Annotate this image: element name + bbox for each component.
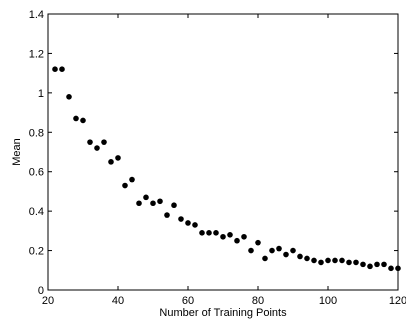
y-tick-label: 0.6: [29, 167, 44, 179]
data-point: [164, 212, 170, 218]
x-tick-label: 40: [112, 295, 124, 307]
data-point: [269, 247, 275, 254]
data-point: [66, 94, 72, 100]
data-point: [178, 216, 184, 222]
plot-frame: [47, 13, 399, 291]
x-tick-label: 80: [252, 295, 264, 307]
x-tick-label: 20: [42, 295, 54, 307]
y-tick-label: 1.4: [29, 9, 44, 21]
data-point: [262, 255, 268, 262]
data-point: [150, 200, 156, 207]
data-point: [318, 259, 324, 266]
data-point: [185, 220, 191, 226]
data-point: [87, 139, 93, 145]
data-point: [206, 230, 212, 236]
data-point: [360, 261, 366, 268]
data-point: [192, 222, 198, 228]
data-point: [297, 253, 303, 260]
y-tick-label: 0.2: [29, 246, 44, 258]
data-point: [136, 200, 142, 207]
data-point: [381, 261, 387, 268]
data-point: [157, 198, 163, 205]
data-point: [374, 261, 380, 268]
y-tick-label: 0.8: [29, 127, 44, 139]
data-point: [80, 117, 86, 124]
x-axis-label: Number of Training Points: [159, 307, 287, 319]
data-point: [213, 230, 219, 236]
data-point: [52, 66, 58, 72]
data-point: [59, 66, 65, 72]
data-point: [339, 257, 345, 264]
data-point: [101, 139, 107, 145]
data-point: [108, 159, 114, 165]
data-point: [115, 155, 121, 161]
y-tick-label: 1: [38, 88, 44, 100]
data-point: [241, 233, 247, 240]
y-tick-label: 1.2: [29, 48, 44, 60]
data-point: [290, 247, 296, 254]
data-point: [276, 245, 282, 252]
x-tick-label: 60: [182, 295, 194, 307]
data-point: [367, 263, 373, 270]
data-point: [234, 237, 240, 244]
data-point: [143, 194, 149, 201]
data-point: [94, 145, 100, 151]
data-point: [129, 176, 135, 183]
data-point: [220, 233, 226, 240]
data-point: [311, 257, 317, 264]
data-point: [122, 182, 128, 189]
x-tick-label: 100: [319, 295, 337, 307]
data-point: [227, 232, 233, 238]
data-point: [388, 265, 394, 272]
data-point: [304, 255, 310, 262]
y-axis-label: Mean: [11, 138, 23, 166]
data-point: [248, 247, 254, 254]
data-point: [73, 115, 79, 122]
y-tick-label: 0.4: [29, 206, 44, 218]
data-points: [52, 66, 401, 272]
data-point: [346, 259, 352, 266]
data-point: [255, 239, 261, 246]
y-tick-label: 0: [38, 285, 44, 297]
data-point: [332, 257, 338, 264]
data-point: [283, 251, 289, 258]
data-point: [353, 259, 359, 266]
data-point: [171, 202, 177, 209]
data-point: [199, 230, 205, 236]
data-point: [325, 257, 331, 264]
x-tick-label: 120: [389, 295, 406, 307]
